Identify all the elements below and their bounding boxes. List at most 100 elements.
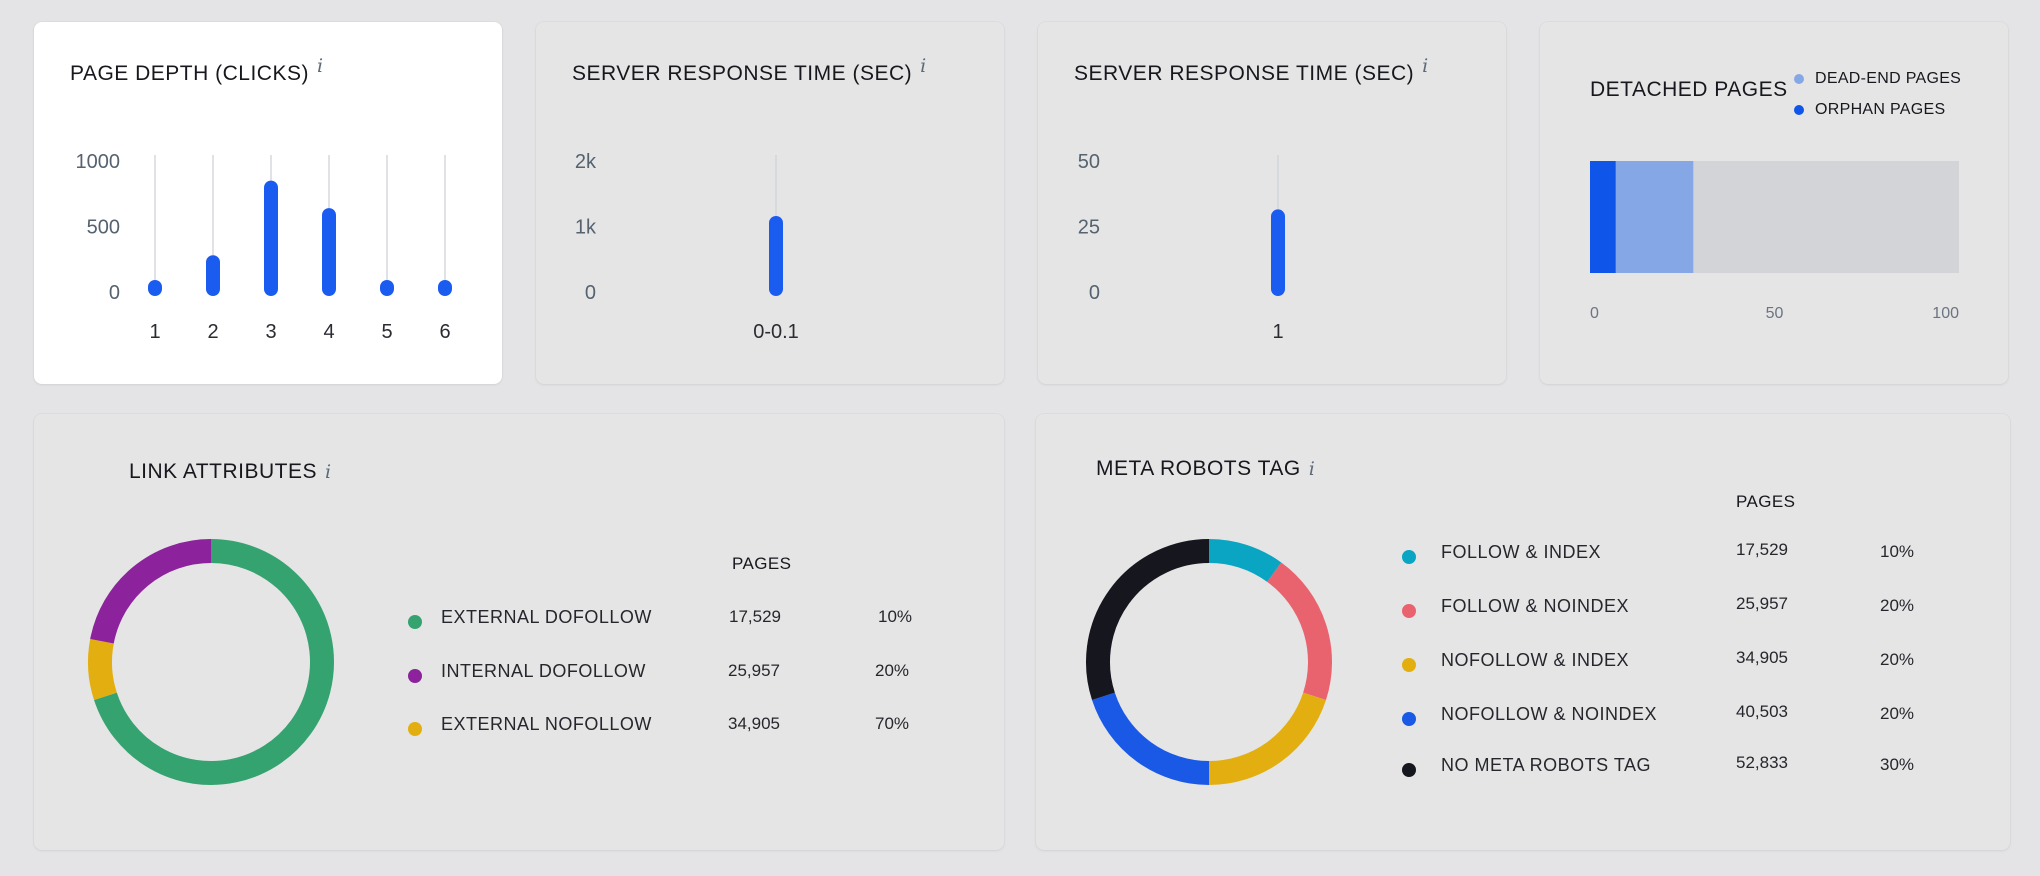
bar [1271,209,1285,296]
row-label: EXTERNAL DOFOLLOW [441,607,652,627]
x-axis-tick-label: 100 [1932,305,1959,322]
link-attributes-title-text: LINK ATTRIBUTES [129,460,317,483]
x-axis-tick-label: 5 [381,321,392,343]
table-row[interactable]: FOLLOW & NOINDEX 25,957 20% [1396,594,1996,626]
meta-robots-donut [1086,539,1332,785]
info-icon[interactable]: i [324,461,332,483]
row-label: FOLLOW & INDEX [1441,542,1602,562]
y-axis-tick-label: 2k [575,151,597,173]
y-axis-tick-label: 0 [1089,282,1100,304]
donut-slice [90,539,212,644]
row-label: EXTERNAL NOFOLLOW [441,714,652,734]
detached-pages-chart: 0 50 100 [1590,161,1959,322]
y-axis-tick-label: 1000 [76,151,121,173]
row-pages: 25,957 [728,661,780,680]
server-response-card-1: SERVER RESPONSE TIME (SEC) i 2k 1k 0 0-0.1 [536,22,1004,384]
row-percent: 20% [1880,704,1915,723]
table-row[interactable]: NO META ROBOTS TAG 52,833 30% [1396,753,1996,785]
legend-dot [1402,604,1416,618]
x-axis-tick-label: 2 [207,321,218,343]
legend-dot [408,669,422,683]
row-pages: 25,957 [1736,594,1788,613]
legend-label-orphan: ORPHAN PAGES [1815,100,1946,118]
donut-slice [1086,539,1210,700]
legend-label-dead-end: DEAD-END PAGES [1815,69,1962,87]
table-row[interactable]: NOFOLLOW & NOINDEX 40,503 20% [1396,702,1996,734]
row-percent: 20% [875,661,910,680]
info-icon[interactable]: i [920,55,927,77]
info-icon[interactable]: i [1308,458,1316,480]
detached-pages-card: DETACHED PAGES DEAD-END PAGES ORPHAN PAG… [1540,22,2008,384]
x-axis-tick-label: 1 [149,321,160,343]
row-percent: 20% [1880,596,1915,615]
row-label: NO META ROBOTS TAG [1441,755,1652,775]
row-label: NOFOLLOW & NOINDEX [1441,704,1658,724]
donut-slice [1208,692,1326,785]
y-axis-tick-label: 1k [575,217,597,239]
bar [438,280,452,296]
table-row[interactable]: EXTERNAL DOFOLLOW 17,529 10% [402,607,1002,637]
donut-slice [1092,692,1210,785]
row-label: INTERNAL DOFOLLOW [441,661,646,681]
legend-dot [1402,763,1416,777]
row-label: FOLLOW & NOINDEX [1441,596,1630,616]
legend-dot [1402,712,1416,726]
server-response-chart-1: 2k 1k 0 0-0.1 [575,151,799,343]
page-depth-title: PAGE DEPTH (CLICKS) i [70,55,324,86]
y-axis-tick-label: 0 [109,282,120,304]
row-pages: 17,529 [729,607,781,626]
table-row[interactable]: FOLLOW & INDEX 17,529 10% [1396,540,1996,572]
page-depth-card: PAGE DEPTH (CLICKS) i 1000 500 0 1 2 3 4 5 6 [34,22,502,384]
info-icon[interactable]: i [1422,55,1429,77]
link-attributes-donut [88,539,334,785]
y-axis-tick-label: 0 [585,282,596,304]
info-icon[interactable]: i [316,55,324,77]
legend-item-dead-end[interactable]: DEAD-END PAGES [1794,63,1961,94]
x-axis-tick-label: 50 [1766,305,1784,322]
bar [148,280,162,296]
legend-dot-dead-end [1794,73,1804,84]
bar [769,215,783,296]
legend-dot [1402,658,1416,672]
pages-column-header: PAGES [1736,492,1796,511]
donut-slice [1266,562,1332,701]
donut-slice [94,539,334,785]
row-pages: 52,833 [1736,753,1788,772]
server-response-chart-2: 50 25 0 1 [1078,151,1285,343]
row-percent: 20% [1880,650,1915,669]
row-pages: 40,503 [1736,702,1788,721]
meta-robots-title: META ROBOTS TAG i [1096,457,1315,481]
bar [322,208,336,296]
bar [380,280,394,296]
bar-segment [1590,161,1616,273]
legend-dot [408,722,422,736]
server-response-card-2: SERVER RESPONSE TIME (SEC) i 50 25 0 1 [1038,22,1506,384]
legend-dot [408,615,422,629]
row-pages: 34,905 [1736,648,1788,667]
row-pages: 17,529 [1736,540,1788,559]
row-percent: 70% [875,714,910,733]
page-depth-chart: 1000 500 0 1 2 3 4 5 6 [76,151,452,343]
row-percent: 30% [1880,755,1915,774]
pages-column-header: PAGES [732,554,792,573]
link-attributes-title: LINK ATTRIBUTES i [129,460,332,484]
donut-slice [88,638,117,701]
row-percent: 10% [878,607,913,626]
table-row[interactable]: EXTERNAL NOFOLLOW 34,905 70% [402,714,1002,744]
x-axis-tick-label: 0 [1590,305,1599,322]
bar [264,180,278,296]
x-axis-tick-label: 4 [323,321,334,343]
detached-pages-title: DETACHED PAGES [1590,78,1788,101]
bar-segment [1615,161,1694,273]
meta-robots-card: META ROBOTS TAG i PAGES FOLLOW & INDEX 17… [1036,414,2010,850]
bar [206,255,220,296]
legend-item-orphan[interactable]: ORPHAN PAGES [1794,94,1961,125]
link-attributes-card: LINK ATTRIBUTES i PAGES EXTERNAL DOFOLLOW… [34,414,1004,850]
page-depth-title-text: PAGE DEPTH (CLICKS) [70,62,309,85]
detached-pages-legend: DEAD-END PAGES ORPHAN PAGES [1794,63,1961,125]
table-row[interactable]: INTERNAL DOFOLLOW 25,957 20% [402,661,1002,691]
y-axis-tick-label: 500 [87,217,120,239]
y-axis-tick-label: 25 [1078,217,1100,239]
table-row[interactable]: NOFOLLOW & INDEX 34,905 20% [1396,648,1996,680]
legend-dot-orphan [1794,104,1804,115]
